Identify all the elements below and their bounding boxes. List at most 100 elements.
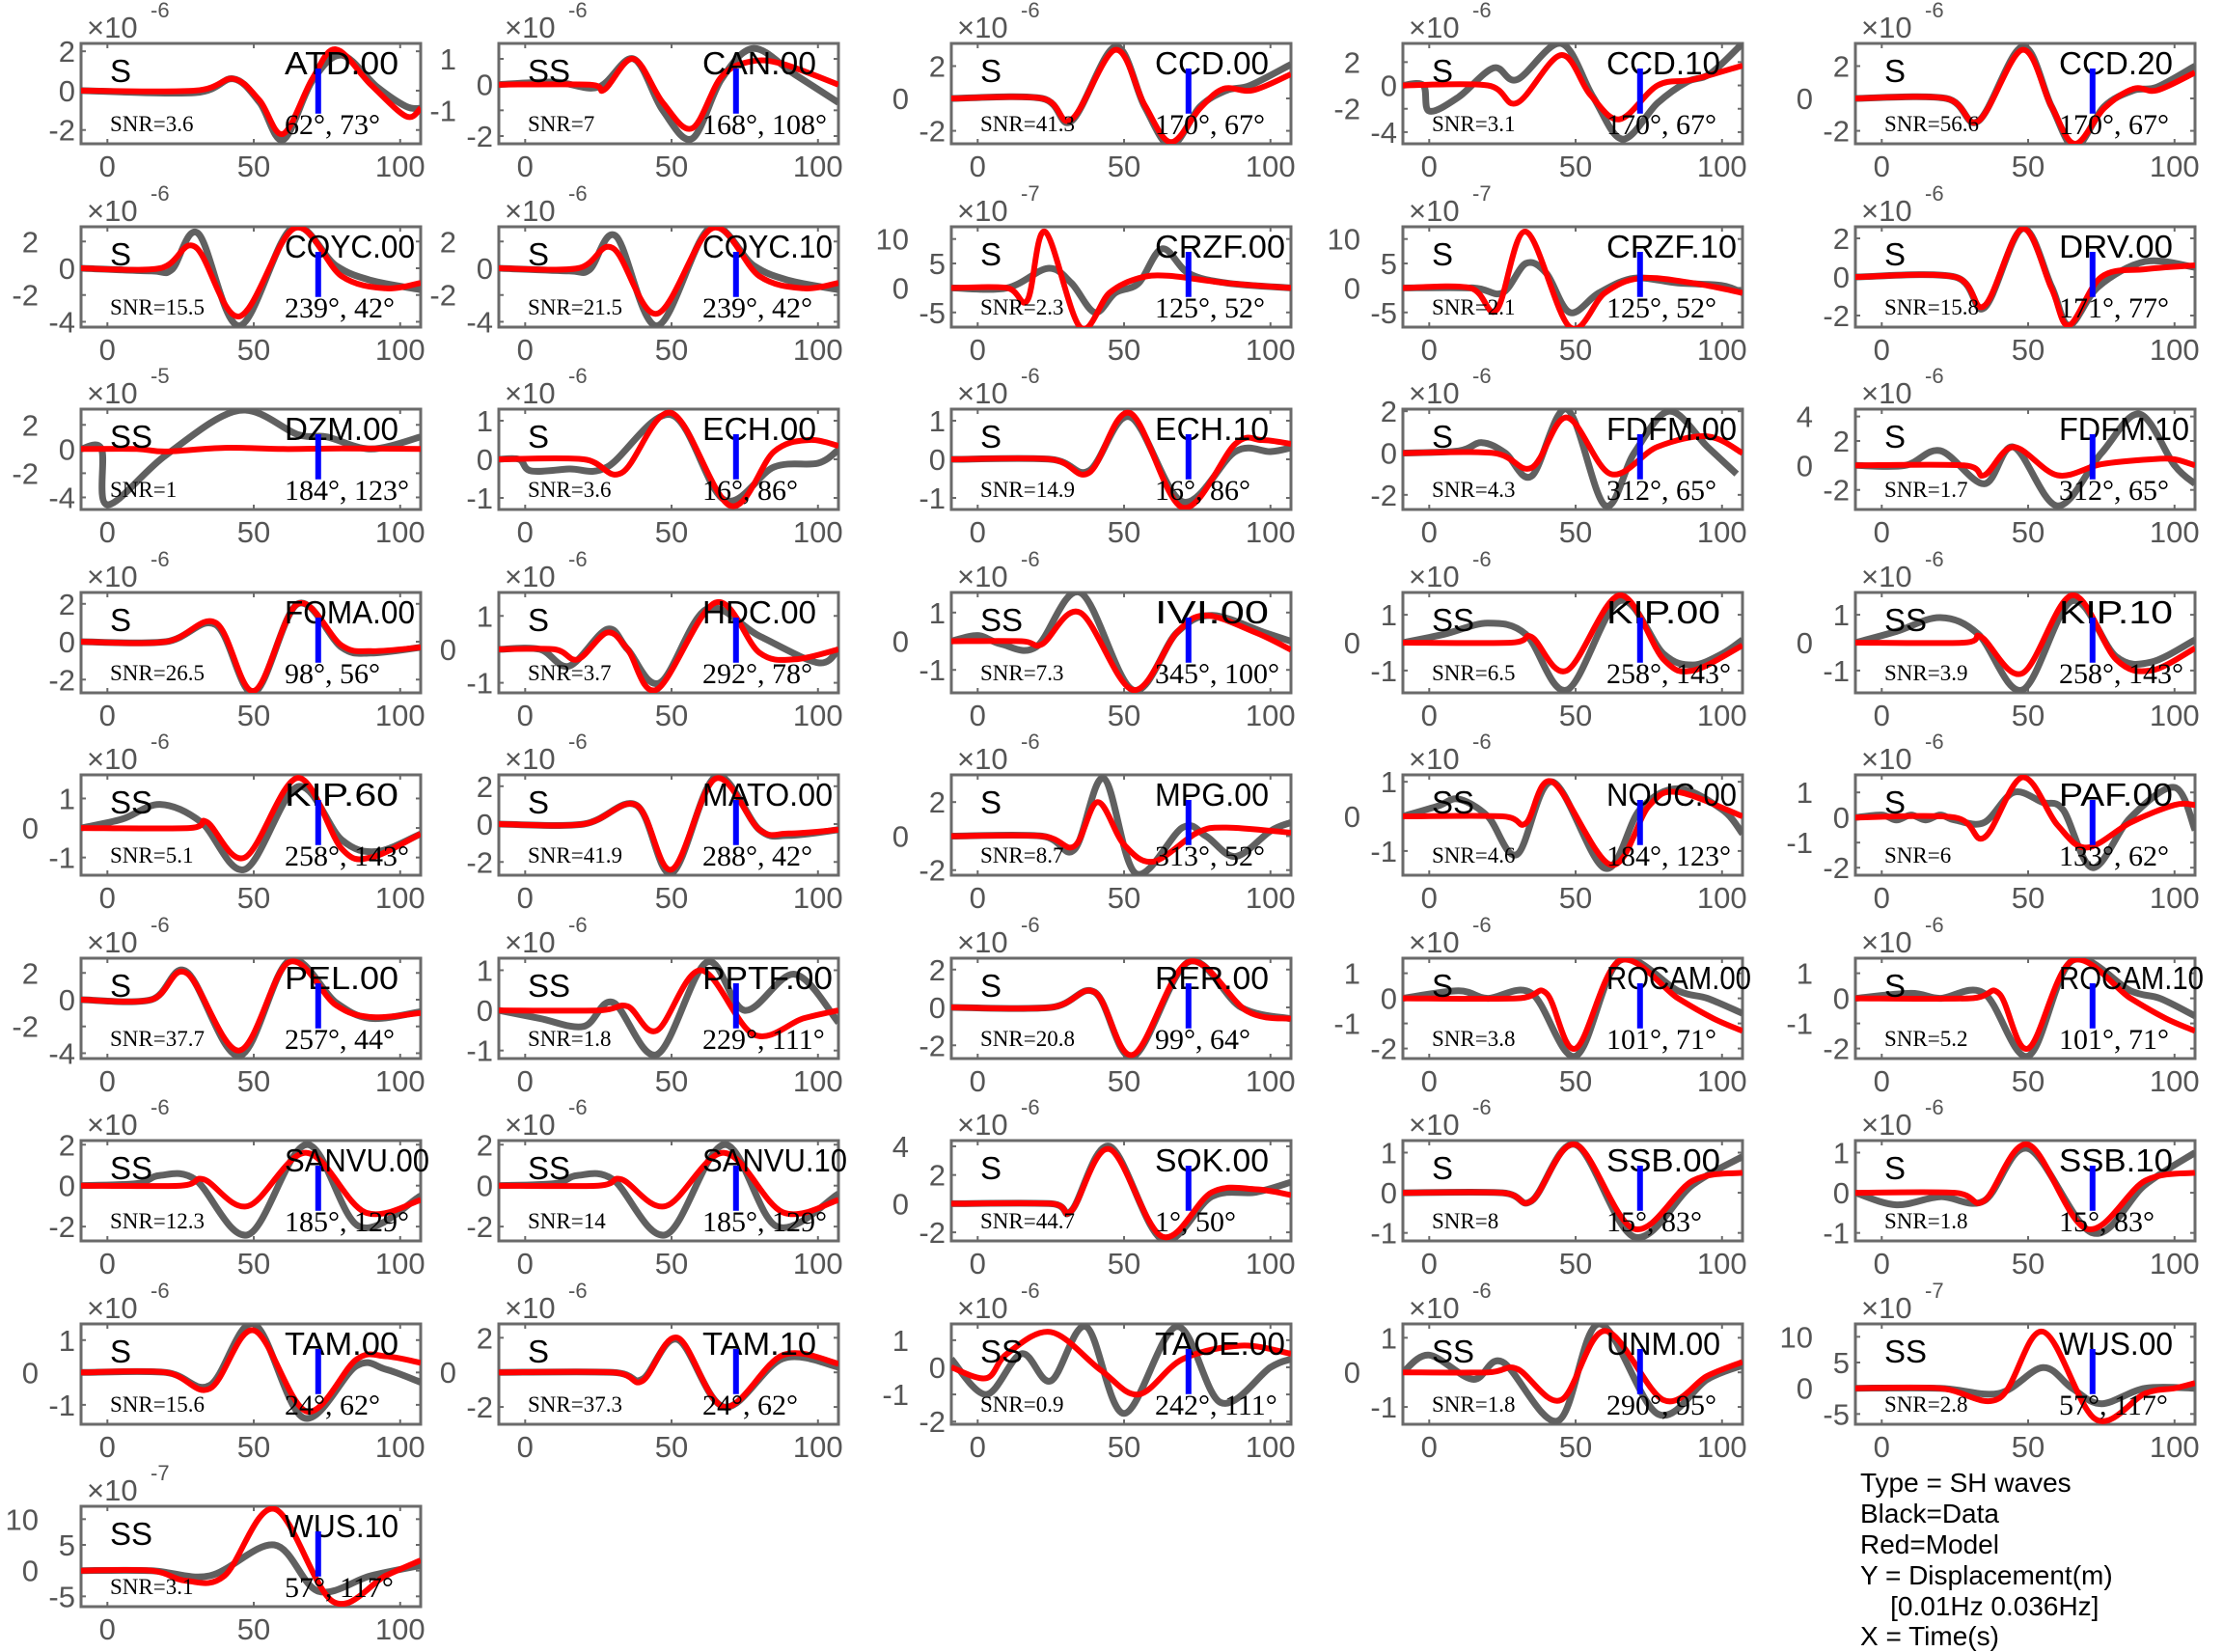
y-tick-label: -2 [466,845,493,879]
x-tick-label: 100 [1246,515,1296,549]
snr-label: SNR=15.6 [110,1392,205,1417]
trace-area [1403,229,1743,327]
station-label: WUS.00 [2059,1326,2173,1362]
panel-drv-00: ×10 -6 -2 0 2 0 50 100 S DRV.00 SNR=15.8 171°, 77° [1823,181,2199,367]
x-tick-label: 100 [375,699,425,732]
azimuth-distance-label: 239°, 42° [285,292,395,324]
y-tick-label: 0 [22,1555,39,1588]
model-trace [1855,592,2195,677]
y-tick-label: 0 [59,1170,75,1203]
x-tick-label: 0 [517,1430,534,1464]
scale-base-label: ×10 [1861,1291,1912,1325]
station-label: FDFM.00 [1606,411,1737,447]
x-tick-label: 50 [2012,333,2045,367]
y-tick-label: 2 [59,588,75,621]
model-trace [1855,1142,2195,1232]
x-tick-label: 50 [2012,1430,2045,1464]
x-tick-label: 0 [517,150,534,183]
scale-exponent-label: -6 [568,730,588,754]
snr-label: SNR=2.3 [980,295,1063,319]
model-trace [1855,1329,2195,1424]
station-label: MATO.00 [702,777,833,812]
azimuth-distance-label: 185°, 129° [702,1206,827,1238]
y-tick-label: -2 [919,115,946,149]
scale-base-label: ×10 [1409,1291,1460,1325]
station-label: RER.00 [1155,960,1269,996]
scale-base-label: ×10 [1861,11,1912,44]
y-tick-label: 1 [477,404,493,438]
station-label: SSB.00 [1606,1143,1720,1178]
x-tick-label: 100 [1697,881,1747,915]
scale-base-label: ×10 [505,1291,556,1325]
panel-rer-00: ×10 -6 -2 0 2 0 50 100 S RER.00 SNR=20.8 99°, 64° [919,913,1295,1098]
model-trace [499,1335,838,1411]
scale-exponent-label: -6 [151,1279,170,1303]
y-tick-label: 1 [1797,957,1813,991]
y-tick-label: 2 [929,953,946,987]
x-tick-label: 0 [970,150,986,183]
y-tick-label: 0 [1797,626,1813,660]
trace-area [499,958,838,1059]
azimuth-distance-label: 168°, 108° [702,109,827,141]
y-tick-label: 0 [1381,1176,1397,1210]
x-tick-label: 100 [1246,1247,1296,1280]
scale-base-label: ×10 [505,742,556,776]
y-tick-label: 2 [1381,395,1397,428]
x-tick-label: 0 [517,1247,534,1280]
trace-area [499,775,838,875]
x-tick-label: 100 [793,333,843,367]
x-tick-label: 0 [1421,333,1438,367]
trace-area [1403,592,1743,693]
snr-label: SNR=4.6 [1432,843,1515,867]
scale-base-label: ×10 [957,1108,1008,1142]
snr-label: SNR=0.9 [980,1392,1063,1417]
scale-exponent-label: -6 [568,1279,588,1303]
trace-area [1855,410,2195,509]
phase-label: S [980,236,1002,272]
phase-label: SS [110,419,152,454]
trace-area [1403,43,1743,143]
x-tick-label: 100 [1697,1430,1747,1464]
station-label: KIP.60 [285,777,398,812]
x-tick-label: 100 [1697,1247,1747,1280]
phase-label: S [528,785,549,820]
azimuth-distance-label: 242°, 111° [1155,1390,1277,1421]
station-label: UNM.00 [1606,1326,1720,1362]
model-trace [1403,1328,1743,1405]
trace-area [81,1141,421,1239]
station-label: SOK.00 [1155,1143,1269,1178]
y-tick-label: 5 [59,1528,75,1562]
x-tick-label: 50 [1108,699,1140,732]
trace-area [951,43,1291,144]
axes-frame [79,407,423,511]
data-trace [499,958,838,1059]
azimuth-distance-label: 258°, 143° [285,840,409,872]
station-label: FOMA.00 [285,594,415,630]
phase-label: SS [110,1150,152,1186]
y-tick-label: 2 [477,1321,493,1355]
x-tick-label: 0 [970,1064,986,1098]
x-tick-label: 0 [99,1247,116,1280]
y-tick-label: -4 [48,305,75,339]
phase-label: S [1884,968,1906,1004]
data-trace [1855,958,2195,1059]
panel-pptf-00: ×10 -6 -1 0 1 0 50 100 SS PPTF.00 SNR=1.8 229°, 111… [466,913,842,1098]
station-label: DZM.00 [285,411,398,447]
azimuth-distance-label: 99°, 64° [1155,1024,1250,1056]
snr-label: SNR=21.5 [528,295,622,319]
x-tick-label: 50 [2012,881,2045,915]
data-trace [1403,409,1740,509]
scale-exponent-label: -6 [1472,1095,1492,1119]
scale-base-label: ×10 [87,1108,138,1142]
phase-label: SS [528,1150,570,1186]
station-label: PEL.00 [285,960,398,996]
trace-area [499,44,838,143]
x-tick-label: 100 [1697,333,1747,367]
y-tick-label: 0 [477,252,493,286]
x-tick-label: 0 [99,1064,116,1098]
y-tick-label: 1 [477,599,493,633]
phase-label: S [1432,236,1453,272]
model-trace [81,1327,421,1415]
